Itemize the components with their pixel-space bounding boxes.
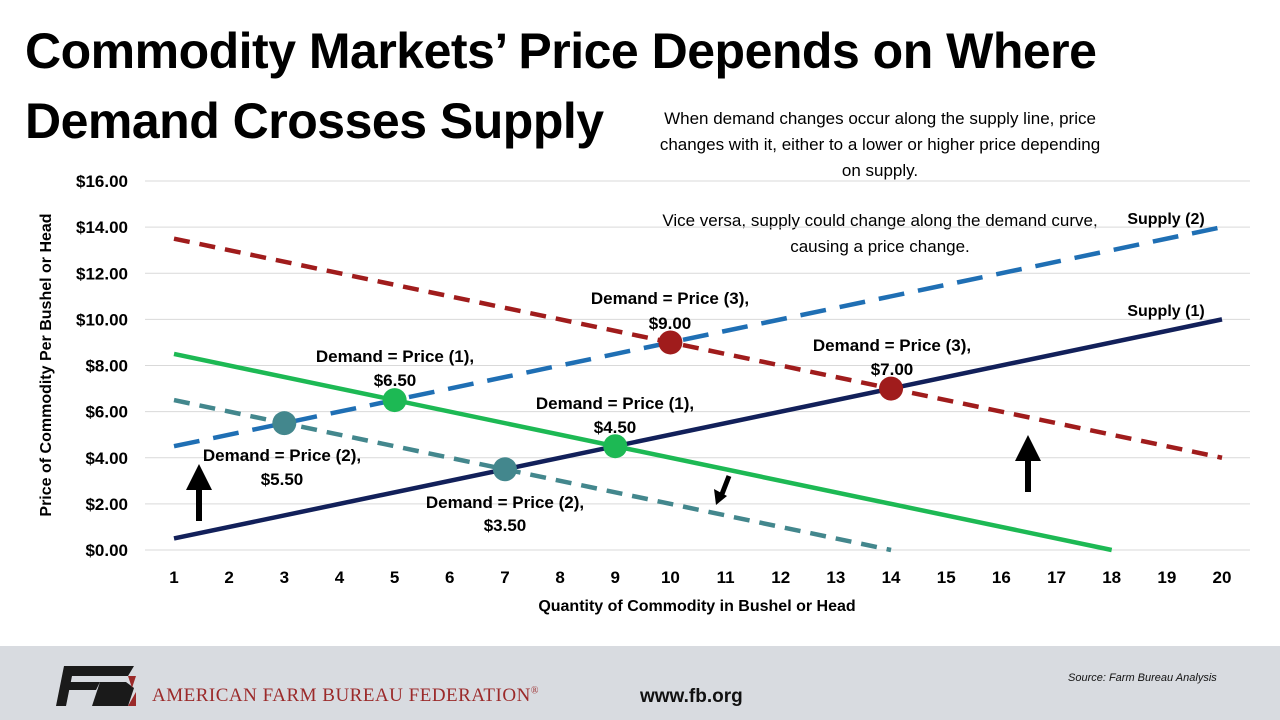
point-label-6-value: $7.00: [871, 360, 914, 379]
y-tick-label: $16.00: [76, 172, 128, 191]
y-tick-label: $6.00: [85, 403, 128, 422]
x-tick-label: 7: [500, 568, 509, 587]
series-labels: Supply (1) Supply (2): [1127, 211, 1204, 320]
point-label-6-title: Demand = Price (3),: [813, 336, 971, 355]
direction-arrows: [186, 435, 1041, 521]
x-axis-label: Quantity of Commodity in Bushel or Head: [538, 598, 855, 615]
up-arrow-left-icon: [186, 464, 212, 521]
y-tick-label: $0.00: [85, 541, 128, 560]
y-tick-label: $14.00: [76, 218, 128, 237]
website-url[interactable]: www.fb.org: [640, 686, 743, 707]
x-tick-label: 17: [1047, 568, 1066, 587]
annotation-demand-change: When demand changes occur along the supp…: [659, 109, 1101, 180]
x-tick-label: 18: [1102, 568, 1121, 587]
point-label-3-title: Demand = Price (2),: [203, 446, 361, 465]
intersection-points: [272, 330, 904, 482]
x-tick-label: 19: [1157, 568, 1176, 587]
x-tick-label: 15: [937, 568, 956, 587]
annotation-supply-change: Vice versa, supply could change along th…: [662, 211, 1098, 256]
x-tick-label: 8: [555, 568, 564, 587]
point-label-1-title: Demand = Price (1),: [316, 347, 474, 366]
series-name-label: Supply (1): [1127, 303, 1204, 320]
y-tick-label: $10.00: [76, 310, 128, 329]
fb-logo-icon: [56, 666, 136, 706]
x-tick-label: 3: [280, 568, 289, 587]
point-label-5-value: $9.00: [649, 314, 692, 333]
x-tick-label: 11: [717, 568, 735, 587]
point-label-4-title: Demand = Price (2),: [426, 493, 584, 512]
x-tick-label: 20: [1213, 568, 1232, 587]
point-label-1-value: $6.50: [374, 371, 417, 390]
x-tick-label: 6: [445, 568, 454, 587]
series-line-1: [173, 317, 1223, 541]
point-label-3-value: $5.50: [261, 470, 304, 489]
intersection-point-1: [382, 388, 407, 413]
intersection-point-2: [603, 434, 628, 459]
point-label-5-title: Demand = Price (3),: [591, 289, 749, 308]
intersection-point-6: [879, 376, 904, 401]
x-tick-label: 1: [169, 568, 178, 587]
organization-name: AMERICAN FARM BUREAU FEDERATION®: [152, 685, 539, 706]
x-tick-label: 5: [390, 568, 399, 587]
point-labels: Demand = Price (1), $6.50 Demand = Price (…: [203, 289, 971, 535]
x-tick-label: 2: [224, 568, 233, 587]
series-line-4: [173, 397, 892, 553]
intersection-point-3: [272, 411, 297, 436]
chart-title-line-2: Demand Crosses Supply: [25, 93, 604, 149]
point-label-4-value: $3.50: [484, 516, 527, 535]
x-axis-ticks: 1 2 3 4 5 6 7 8 9 10 11 12 13 14 15 16 17 18 19 20: [169, 568, 1231, 587]
point-label-2-title: Demand = Price (1),: [536, 394, 694, 413]
gridlines: [145, 180, 1250, 551]
y-tick-label: $2.00: [85, 495, 128, 514]
x-tick-label: 16: [992, 568, 1011, 587]
intersection-point-4: [492, 457, 517, 482]
y-axis-label: Price of Commodity Per Bushel or Head: [38, 213, 55, 516]
series-name-label: Supply (2): [1127, 211, 1204, 228]
x-tick-label: 4: [335, 568, 345, 587]
series-lines: [173, 224, 1223, 553]
y-tick-label: $8.00: [85, 357, 128, 376]
series-line-2: [173, 224, 1223, 449]
up-arrow-right-icon: [1015, 435, 1041, 492]
series-line-3: [173, 351, 1113, 553]
x-tick-label: 14: [882, 568, 901, 587]
x-tick-label: 13: [826, 568, 845, 587]
x-tick-label: 10: [661, 568, 680, 587]
footer-bar: AMERICAN FARM BUREAU FEDERATION® www.fb.…: [0, 646, 1280, 720]
x-tick-label: 9: [611, 568, 620, 587]
series-line-5: [173, 236, 1223, 460]
point-label-2-value: $4.50: [594, 418, 637, 437]
source-note: Source: Farm Bureau Analysis: [1068, 672, 1217, 684]
y-tick-label: $12.00: [76, 264, 128, 283]
y-tick-label: $4.00: [85, 449, 128, 468]
down-arrow-small-icon: [714, 475, 732, 505]
supply-demand-chart: $0.00 $2.00 $4.00 $6.00 $8.00 $10.00 $12.00 $14…: [38, 172, 1250, 615]
x-tick-label: 12: [771, 568, 790, 587]
y-axis-ticks: $0.00 $2.00 $4.00 $6.00 $8.00 $10.00 $12.00 $14…: [76, 172, 128, 560]
chart-title-line-1: Commodity Markets’ Price Depends on Wher…: [25, 23, 1097, 79]
intersection-point-5: [658, 330, 683, 355]
